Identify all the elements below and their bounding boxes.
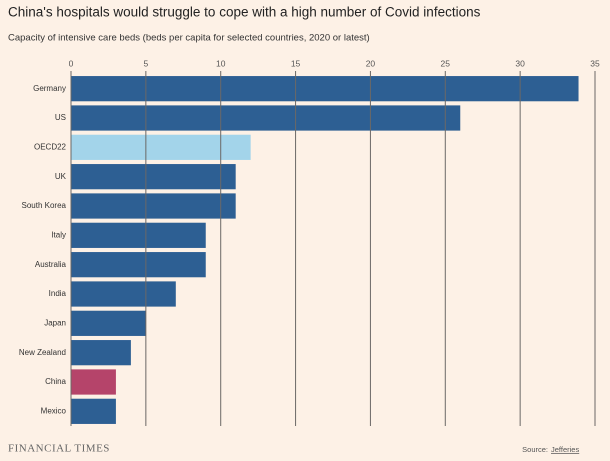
bar — [71, 252, 206, 278]
bar — [71, 134, 251, 160]
y-tick-label: Germany — [33, 84, 66, 93]
x-tick-label: 5 — [143, 58, 148, 68]
chart-subtitle: Capacity of intensive care beds (beds pe… — [8, 33, 370, 44]
bar — [71, 369, 116, 395]
y-tick-label: US — [55, 113, 66, 122]
bar — [71, 398, 116, 424]
x-tick-label: 20 — [366, 58, 376, 68]
y-tick-label: New Zealand — [19, 348, 66, 357]
source: Jefferies — [551, 445, 579, 454]
bar — [71, 76, 579, 102]
y-tick-label: India — [49, 289, 67, 298]
x-tick-label: 25 — [441, 58, 451, 68]
x-tick-label: 10 — [216, 58, 226, 68]
y-tick-label: South Korea — [22, 201, 67, 210]
bar — [71, 340, 131, 366]
y-tick-label: OECD22 — [34, 142, 67, 151]
y-tick-label: Japan — [44, 318, 66, 327]
bar — [71, 193, 236, 219]
chart-title: China's hospitals would struggle to cope… — [8, 5, 481, 20]
y-tick-label: Italy — [51, 230, 66, 239]
x-tick-label: 30 — [515, 58, 525, 68]
bar — [71, 105, 461, 131]
bar — [71, 222, 206, 248]
y-tick-label: Mexico — [41, 406, 67, 415]
x-tick-label: 15 — [291, 58, 301, 68]
bar — [71, 310, 146, 336]
x-tick-label: 35 — [590, 58, 600, 68]
x-tick-label: 0 — [69, 58, 74, 68]
y-tick-label: China — [45, 377, 66, 386]
publisher: FINANCIAL TIMES — [8, 443, 110, 455]
source-label: Source: — [522, 445, 548, 454]
y-tick-label: Australia — [35, 260, 67, 269]
y-tick-label: UK — [55, 172, 67, 181]
bar — [71, 164, 236, 190]
bar — [71, 281, 176, 307]
